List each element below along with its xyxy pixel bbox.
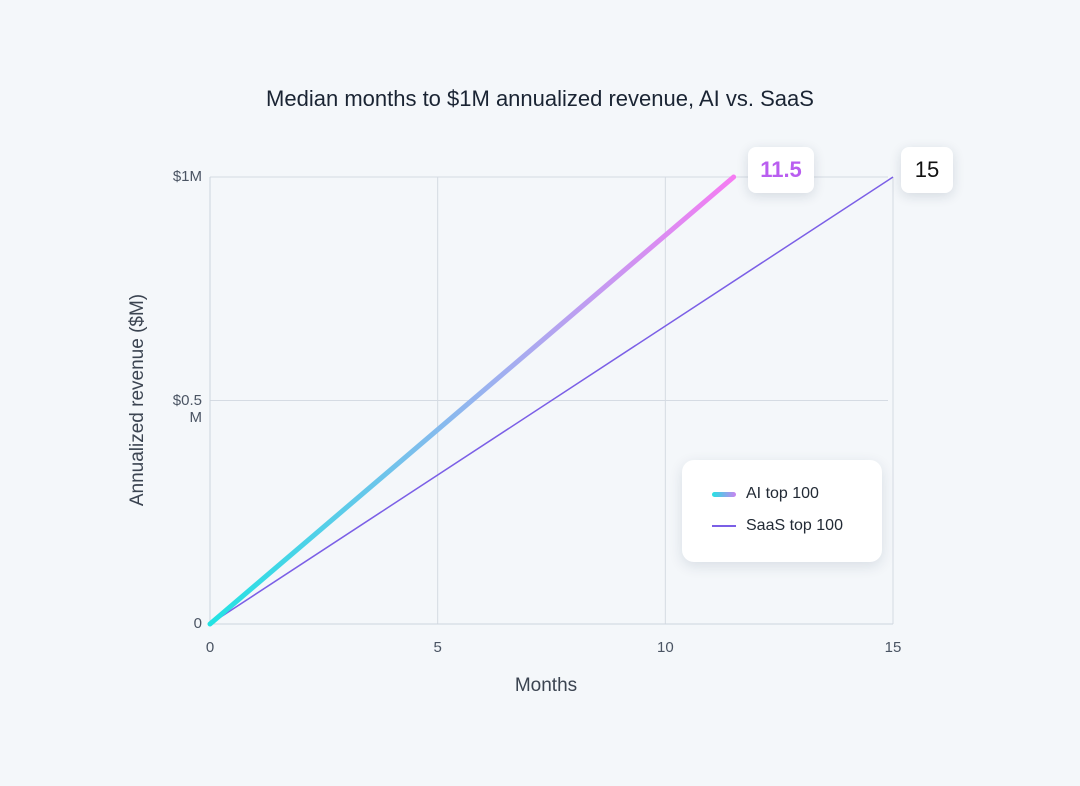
y-tick-label: $0.5 M xyxy=(162,392,202,426)
y-tick-label: 0 xyxy=(193,615,202,632)
saas-series-line xyxy=(209,176,894,625)
y-tick-label: $1M xyxy=(172,168,202,185)
x-tick-label: 10 xyxy=(656,639,674,656)
x-tick-label: 0 xyxy=(205,639,215,656)
gridlines xyxy=(209,176,894,625)
y-tick-label-line: M xyxy=(189,408,203,426)
saas-end-value-label: 15 xyxy=(901,147,953,193)
legend-swatch-saas xyxy=(712,525,736,527)
ai-series-line xyxy=(207,174,737,627)
x-tick-label: 5 xyxy=(433,639,442,656)
legend: AI top 100 SaaS top 100 xyxy=(682,460,882,562)
legend-label-saas: SaaS top 100 xyxy=(746,517,843,534)
x-axis-label: Months xyxy=(514,675,578,696)
ai-end-value-label: 11.5 xyxy=(748,147,814,193)
legend-label-ai: AI top 100 xyxy=(746,485,819,502)
legend-item-ai: AI top 100 xyxy=(712,485,819,503)
series-lines xyxy=(207,174,894,627)
chart-title: Median months to $1M annualized revenue,… xyxy=(266,86,814,111)
legend-item-saas: SaaS top 100 xyxy=(712,517,843,535)
y-axis-label: Annualized revenue ($M) xyxy=(127,293,148,507)
x-tick-label: 15 xyxy=(884,639,902,656)
legend-swatch-ai xyxy=(712,491,736,497)
y-tick-label-line: $0.5 xyxy=(172,391,202,409)
